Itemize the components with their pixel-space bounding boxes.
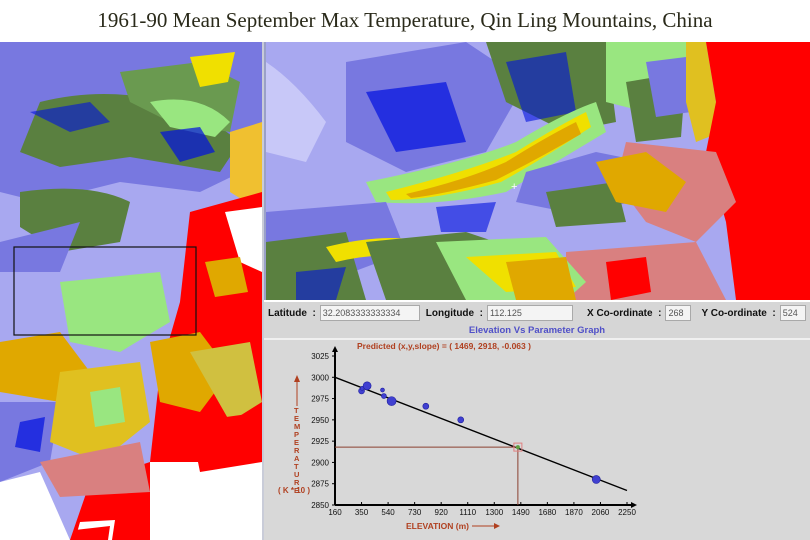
y-coordinate-label: Y Co-ordinate : <box>701 307 776 319</box>
svg-text:U: U <box>294 470 299 479</box>
elevation-vs-temperature-chart: Predicted (x,y,slope) = ( 1469, 2918, -0… <box>278 341 637 531</box>
y-coordinate-field[interactable]: 524 <box>779 305 806 321</box>
x-tick-label: 1110 <box>459 508 476 517</box>
overview-map-image <box>0 42 262 540</box>
data-point <box>381 393 387 399</box>
x-tick-label: 1680 <box>538 508 556 517</box>
regression-line <box>334 376 628 492</box>
y-tick-label: 2950 <box>311 416 329 425</box>
x-axis-title: ELEVATION (m) <box>406 521 469 531</box>
graph-title: Elevation Vs Parameter Graph <box>264 324 810 340</box>
page-title: 1961-90 Mean September Max Temperature, … <box>97 8 713 32</box>
x-tick-label: 350 <box>355 508 369 517</box>
y-tick-label: 2850 <box>311 501 329 510</box>
selection-box <box>13 246 197 336</box>
data-point <box>362 381 372 391</box>
x-tick-label: 2060 <box>592 508 610 517</box>
x-tick-label: 730 <box>408 508 422 517</box>
predicted-label: Predicted (x,y,slope) = ( 1469, 2918, -0… <box>357 341 531 351</box>
data-point <box>591 475 601 484</box>
svg-text:T: T <box>294 462 299 471</box>
y-arrow-head-icon <box>294 375 300 382</box>
longitude-field[interactable]: 112.125 <box>487 305 573 321</box>
svg-text:E: E <box>294 414 299 423</box>
panel-divider[interactable] <box>262 42 264 540</box>
y-axis-units: ( K * 10 ) <box>278 486 310 495</box>
svg-text:P: P <box>294 430 299 439</box>
data-point <box>380 387 385 393</box>
y-tick-label: 2900 <box>311 458 329 467</box>
prediction-marker <box>513 442 523 452</box>
x-tick-label: 1300 <box>485 508 503 517</box>
coordinates-bar: Latitude : 32.2083333333334 Longitude : … <box>264 302 810 324</box>
latitude-label: Latitude : <box>268 307 316 319</box>
detail-map[interactable]: + <box>264 42 810 300</box>
y-tick-label: 3025 <box>311 352 329 361</box>
x-tick-label: 920 <box>435 508 449 517</box>
cursor-crosshair: + <box>511 181 517 193</box>
overview-map[interactable] <box>0 42 262 540</box>
elevation-graph-panel: Predicted (x,y,slope) = ( 1469, 2918, -0… <box>264 340 810 540</box>
svg-text:E: E <box>294 438 299 447</box>
data-point <box>457 416 465 424</box>
latitude-field[interactable]: 32.2083333333334 <box>319 305 420 321</box>
svg-text:T: T <box>294 406 299 415</box>
x-tick-label: 540 <box>381 508 395 517</box>
detail-map-image: + <box>266 42 810 300</box>
y-tick-label: 2875 <box>311 480 329 489</box>
data-point <box>386 396 397 406</box>
x-coordinate-label: X Co-ordinate : <box>587 307 662 319</box>
svg-text:R: R <box>294 478 300 487</box>
x-tick-label: 1490 <box>512 508 530 517</box>
y-tick-label: 2925 <box>311 437 329 446</box>
x-tick-label: 2250 <box>618 508 636 517</box>
y-tick-label: 2975 <box>311 395 329 404</box>
longitude-label: Longitude : <box>425 307 483 319</box>
x-tick-label: 1870 <box>565 508 583 517</box>
x-coordinate-field[interactable]: 268 <box>665 305 692 321</box>
x-arrow-head-icon <box>494 523 500 529</box>
svg-text:M: M <box>294 422 300 431</box>
data-point <box>422 402 430 410</box>
svg-text:R: R <box>294 446 300 455</box>
svg-text:E: E <box>294 486 299 495</box>
y-tick-label: 3000 <box>311 373 329 382</box>
svg-text:A: A <box>294 454 300 463</box>
x-tick-label: 160 <box>328 508 342 517</box>
